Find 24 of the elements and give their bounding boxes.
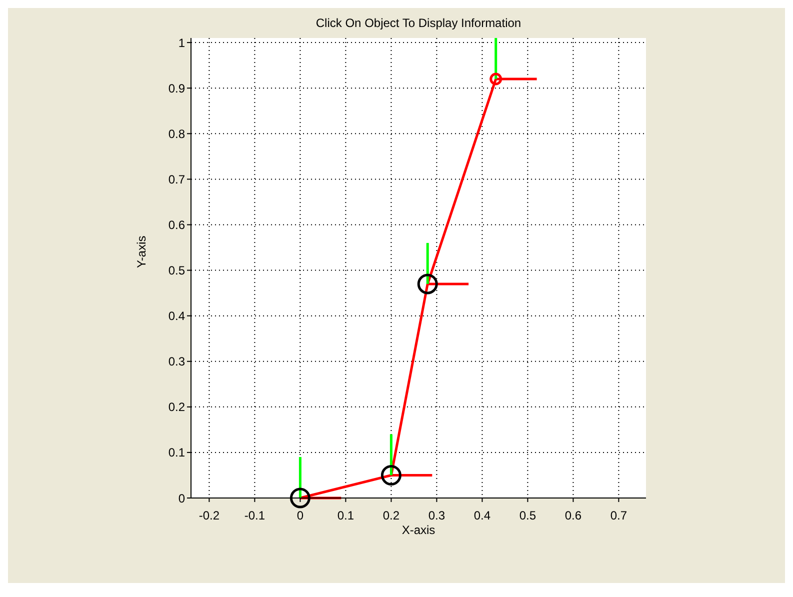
x-tick-label: 0 <box>296 508 304 523</box>
y-tick-label: 0.3 <box>168 354 186 369</box>
y-tick-label: 0 <box>178 491 186 506</box>
x-tick-label: 0.4 <box>474 508 491 523</box>
x-tick-label: 0.2 <box>382 508 400 523</box>
x-tick-label: 0.1 <box>337 508 354 523</box>
chart-title: Click On Object To Display Information <box>314 16 522 30</box>
x-tick-label: 0.3 <box>428 508 446 523</box>
x-tick-label: 0.5 <box>519 508 536 523</box>
y-tick-label: 1 <box>178 36 186 50</box>
y-tick-label: 0.6 <box>168 218 186 232</box>
x-tick-label: 0.6 <box>564 508 582 523</box>
y-tick-label: 0.5 <box>168 264 186 278</box>
x-tick-label: -0.2 <box>198 508 220 523</box>
y-tick-label: 0.4 <box>168 309 186 324</box>
y-tick-label: 0.9 <box>168 81 186 96</box>
y-tick-label: 0.7 <box>168 172 186 186</box>
x-axis-title: X-axis <box>402 523 436 537</box>
y-tick-label: 0.2 <box>168 400 186 414</box>
y-axis-title: Y-axis <box>134 236 148 268</box>
y-tick-label: 0.8 <box>168 126 186 141</box>
y-tick-label: 0.1 <box>168 446 186 460</box>
x-tick-label: -0.1 <box>244 508 266 523</box>
x-tick-label: 0.7 <box>610 508 628 523</box>
